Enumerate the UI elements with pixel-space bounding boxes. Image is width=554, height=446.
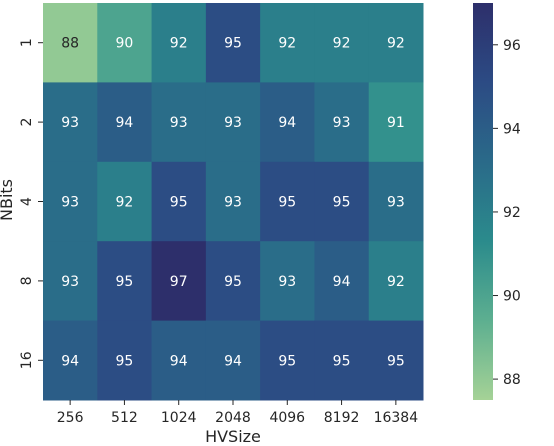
heatmap-cell [205, 320, 261, 401]
cell-value-label: 94 [224, 353, 242, 369]
cell-value-label: 95 [387, 353, 405, 369]
colorbar-tick-label: 90 [503, 289, 521, 305]
cell-value-label: 90 [116, 36, 134, 52]
cell-value-label: 95 [333, 353, 351, 369]
cell-value-label: 93 [61, 195, 79, 211]
heatmap-cell [314, 241, 370, 322]
heatmap-cell [314, 82, 370, 163]
heatmap-cell [151, 241, 207, 322]
heatmap-cell [368, 3, 424, 83]
heatmap-cell [368, 82, 424, 163]
cell-value-label: 94 [61, 353, 79, 369]
cell-value-label: 95 [224, 36, 242, 52]
cell-value-label: 97 [170, 274, 188, 290]
cell-value-label: 94 [116, 115, 134, 131]
y-tick-label: 1 [19, 38, 35, 47]
cell-value-label: 95 [224, 274, 242, 290]
y-tick-label: 4 [19, 197, 35, 206]
colorbar [473, 3, 493, 400]
x-tick-label: 4096 [269, 410, 305, 426]
cell-value-label: 88 [61, 36, 79, 52]
y-tick-label: 8 [19, 276, 35, 285]
y-tick-labels: 1 2 4 8 16 [19, 38, 43, 369]
heatmap-cell [260, 320, 315, 401]
colorbar-tick-label: 88 [503, 372, 521, 388]
cell-value-label: 92 [116, 195, 134, 211]
heatmap-cell [314, 320, 370, 401]
heatmap-cell [314, 3, 370, 83]
cell-value-label: 92 [387, 274, 405, 290]
x-axis-label: HVSize [205, 427, 261, 446]
heatmap-cell [97, 3, 153, 83]
x-tick-label: 512 [111, 410, 138, 426]
cell-value-label: 93 [333, 115, 351, 131]
cell-value-label: 93 [224, 195, 242, 211]
colorbar-tick-labels: 88 90 92 94 96 [493, 38, 521, 388]
cell-value-label: 92 [387, 36, 405, 52]
cell-value-label: 95 [333, 195, 351, 211]
x-tick-labels: 256 512 1024 2048 4096 8192 16384 [57, 400, 418, 426]
heatmap-cell [151, 82, 207, 163]
y-tick-label: 16 [19, 351, 35, 369]
x-tick-label: 16384 [374, 410, 419, 426]
heatmap-cell [43, 3, 98, 83]
cell-value-label: 93 [387, 195, 405, 211]
y-axis-label: NBits [0, 179, 16, 221]
cell-value-label: 95 [116, 274, 134, 290]
cell-value-label: 95 [278, 195, 296, 211]
cell-value-label: 93 [278, 274, 296, 290]
heatmap-cell [151, 3, 207, 83]
colorbar-tick-label: 96 [503, 38, 521, 54]
heatmap-cell [43, 161, 98, 242]
cell-value-label: 92 [278, 36, 296, 52]
cell-value-label: 95 [278, 353, 296, 369]
x-tick-label: 8192 [324, 410, 360, 426]
cell-value-label: 91 [387, 115, 405, 131]
heatmap-cell [205, 241, 261, 322]
heatmap-cell [97, 161, 153, 242]
heatmap-cell [97, 320, 153, 401]
cell-value-label: 94 [333, 274, 351, 290]
heatmap-cell [43, 320, 98, 401]
cell-value-label: 93 [224, 115, 242, 131]
heatmap-cell [314, 161, 370, 242]
y-tick-label: 2 [19, 118, 35, 127]
heatmap-cell [260, 82, 315, 163]
heatmap-cell [260, 161, 315, 242]
cell-value-label: 95 [170, 195, 188, 211]
x-tick-label: 1024 [161, 410, 197, 426]
heatmap-cell [97, 241, 153, 322]
cell-value-label: 94 [278, 115, 296, 131]
cell-value-label: 93 [170, 115, 188, 131]
heatmap-cell [205, 82, 261, 163]
heatmap-cell [205, 161, 261, 242]
cell-value-label: 92 [170, 36, 188, 52]
heatmap-cell [205, 3, 261, 83]
colorbar-tick-label: 94 [503, 121, 521, 137]
cell-value-label: 92 [333, 36, 351, 52]
heatmap-cell [368, 161, 424, 242]
cell-value-label: 94 [170, 353, 188, 369]
heatmap-cells [43, 3, 424, 401]
cell-value-label: 95 [116, 353, 134, 369]
heatmap-cell [260, 3, 315, 83]
cell-value-labels: 88 90 92 95 92 92 92 93 94 93 93 94 93 91 93 92 95 93 95 95… [61, 36, 405, 370]
cell-value-label: 93 [61, 274, 79, 290]
heatmap-cell [97, 82, 153, 163]
heatmap-cell [368, 241, 424, 322]
heatmap-cell [260, 241, 315, 322]
heatmap-cell [368, 320, 424, 401]
heatmap-cell [43, 82, 98, 163]
x-tick-label: 2048 [215, 410, 251, 426]
heatmap-cell [151, 161, 207, 242]
colorbar-tick-label: 92 [503, 205, 521, 221]
heatmap-cell [43, 241, 98, 322]
heatmap-cell [151, 320, 207, 401]
cell-value-label: 93 [61, 115, 79, 131]
x-tick-label: 256 [57, 410, 84, 426]
